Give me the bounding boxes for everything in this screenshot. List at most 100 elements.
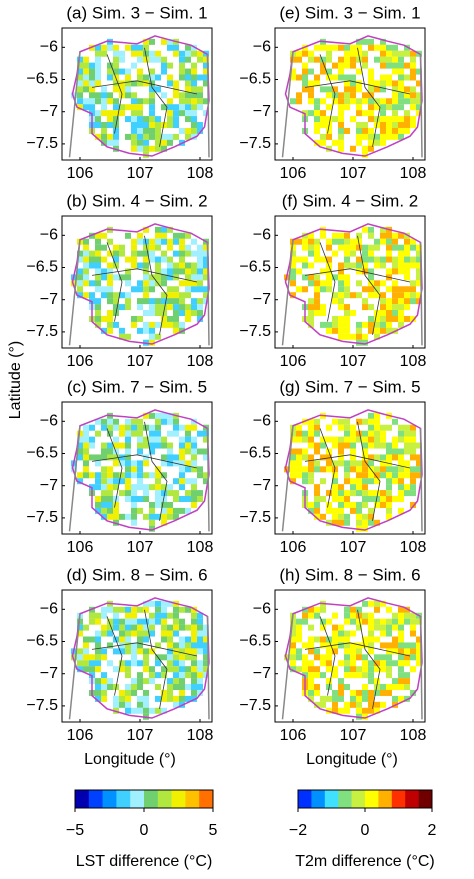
- map-cell: [392, 436, 398, 443]
- map-cell: [137, 466, 143, 473]
- map-cell: [143, 133, 149, 140]
- map-cell: [101, 50, 107, 57]
- map-cell: [374, 280, 380, 287]
- map-cell: [95, 74, 101, 81]
- map-cell: [137, 74, 143, 81]
- province-outline: [71, 597, 210, 719]
- panel-title: (g) Sim. 7 − Sim. 5: [279, 377, 420, 396]
- map-cell: [203, 666, 209, 673]
- map-cell: [143, 460, 149, 467]
- y-tick-label: −6: [40, 39, 58, 56]
- map-cell: [149, 116, 155, 123]
- map-cell: [392, 50, 398, 57]
- map-cell: [173, 684, 179, 691]
- map-cell: [398, 133, 404, 140]
- map-cell: [350, 460, 356, 467]
- map-cell: [155, 618, 161, 625]
- map-cell: [167, 122, 173, 129]
- map-cell: [137, 145, 143, 152]
- map-cell: [155, 256, 161, 263]
- map-cell: [179, 466, 185, 473]
- map-cell: [356, 478, 362, 485]
- map-cell: [398, 315, 404, 322]
- map-cell: [308, 672, 314, 679]
- x-tick-label: 108: [187, 165, 214, 182]
- map-cell: [161, 454, 167, 461]
- map-cell: [203, 292, 209, 299]
- map-cell: [83, 448, 89, 455]
- map-cell: [149, 145, 155, 152]
- map-cell: [107, 496, 113, 503]
- map-cell: [380, 654, 386, 661]
- map-cell: [197, 678, 203, 685]
- map-cell: [203, 250, 209, 257]
- map-cell: [197, 56, 203, 63]
- map-cell: [95, 68, 101, 75]
- map-cell: [119, 442, 125, 449]
- map-area: [281, 35, 423, 158]
- map-cell: [374, 80, 380, 87]
- map-cell: [113, 274, 119, 281]
- map-area: [68, 597, 210, 720]
- map-cell: [368, 38, 374, 45]
- axes-box: [274, 401, 426, 535]
- map-cell: [125, 630, 131, 637]
- map-cell: [179, 654, 185, 661]
- map-cell: [308, 274, 314, 281]
- map-cell: [380, 430, 386, 437]
- map-cell: [392, 478, 398, 485]
- map-cell: [161, 612, 167, 619]
- map-cell: [161, 304, 167, 311]
- map-cell: [107, 62, 113, 69]
- map-cell: [101, 424, 107, 431]
- map-cell: [332, 44, 338, 51]
- map-cell: [131, 110, 137, 117]
- map-cell: [386, 133, 392, 140]
- map-cell: [350, 507, 356, 514]
- map-cell: [161, 436, 167, 443]
- map-cell: [95, 110, 101, 117]
- map-cell: [203, 74, 209, 81]
- map-cell: [107, 606, 113, 613]
- map-cell: [320, 44, 326, 51]
- map-cell: [368, 127, 374, 134]
- map-cell: [308, 660, 314, 667]
- map-cell: [302, 466, 308, 473]
- map-cell: [149, 304, 155, 311]
- map-cell: [398, 472, 404, 479]
- map-cell: [173, 454, 179, 461]
- map-cell: [191, 86, 197, 93]
- map-cell: [338, 424, 344, 431]
- map-cell: [101, 110, 107, 117]
- map-cell: [137, 496, 143, 503]
- map-cell: [143, 606, 149, 613]
- map-cell: [350, 654, 356, 661]
- map-cell: [338, 133, 344, 140]
- map-cell: [410, 92, 416, 99]
- map-cell: [320, 133, 326, 140]
- map-cell: [374, 478, 380, 485]
- map-cell: [203, 268, 209, 275]
- map-cell: [404, 256, 410, 263]
- map-cell: [161, 513, 167, 520]
- map-cell: [392, 256, 398, 263]
- map-cell: [83, 472, 89, 479]
- map-cell: [350, 333, 356, 340]
- map-cell: [161, 256, 167, 263]
- map-cell: [386, 618, 392, 625]
- map-cell: [101, 442, 107, 449]
- map-cell: [308, 250, 314, 257]
- x-tick-label: 108: [400, 353, 427, 370]
- map-cell: [95, 232, 101, 239]
- map-cell: [290, 448, 296, 455]
- map-cell: [398, 636, 404, 643]
- map-cell: [155, 442, 161, 449]
- domain-edge: [206, 54, 210, 158]
- map-cell: [173, 238, 179, 245]
- map-cell: [398, 678, 404, 685]
- map-cell: [137, 280, 143, 287]
- map-cell: [95, 80, 101, 87]
- map-cell: [380, 436, 386, 443]
- map-cell: [155, 298, 161, 305]
